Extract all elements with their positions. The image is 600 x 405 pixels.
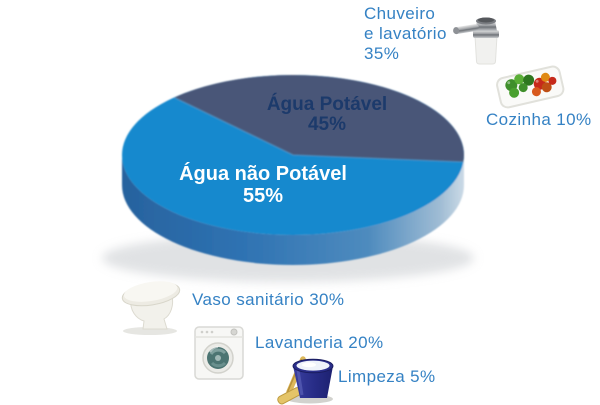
slice-label-agua-potavel-value: 45%: [307, 114, 347, 135]
pie-body: [122, 75, 464, 265]
washer-drum-center: [215, 355, 221, 361]
callout-chuveiro: Chuveiro e lavatório 35%: [364, 4, 447, 64]
vegetable-tray: [496, 65, 565, 109]
washer-knob: [230, 328, 238, 336]
slice-label-agua-potavel-name: Água Potável: [266, 94, 388, 115]
callout-chuveiro-line1: Chuveiro: [364, 4, 436, 23]
slice-label-agua-nao-potavel-name: Água não Potável: [179, 163, 347, 185]
cleaning-bucket-icon: [277, 356, 334, 405]
slice-agua-potavel: [174, 75, 464, 162]
bucket-foam-highlight: [302, 362, 316, 368]
slice-label-agua-potavel: Água Potável 45%: [267, 95, 387, 135]
washer-drum-swirl: [209, 348, 227, 355]
callout-lavanderia: Lavanderia 20%: [255, 333, 384, 352]
washer-button: [210, 330, 214, 334]
callout-chuveiro-line3: 35%: [364, 44, 400, 63]
washer-glass-highlight: [209, 346, 219, 353]
washer-button: [200, 330, 204, 334]
callout-chuveiro-line2: e lavatório: [364, 24, 447, 43]
washer-button: [205, 330, 209, 334]
dispenser-spout: [453, 24, 479, 35]
dispenser-bottle: [474, 35, 498, 65]
callout-vaso-sanitario: Vaso sanitário 30%: [192, 290, 345, 309]
toilet-lid: [121, 281, 181, 307]
vegetable-tray-icon: [496, 65, 565, 109]
slice-label-agua-nao-potavel-value: 55%: [242, 185, 284, 207]
dispenser-cap-top: [478, 17, 494, 23]
slice-divider-highlight: [173, 96, 464, 163]
dispenser-collar: [473, 30, 499, 38]
pie-rim: [122, 155, 464, 265]
bucket-highlight: [296, 369, 304, 396]
soap-dispenser-icon: [453, 17, 499, 65]
callout-cozinha: Cozinha 10%: [486, 110, 592, 129]
slice-label-agua-nao-potavel: Água não Potável 55%: [179, 163, 347, 207]
bucket-body: [293, 366, 333, 398]
toilet-icon: [121, 281, 181, 335]
callout-limpeza: Limpeza 5%: [338, 367, 436, 386]
washer-drum-swirl: [210, 361, 227, 368]
washing-machine-icon: [194, 326, 244, 380]
